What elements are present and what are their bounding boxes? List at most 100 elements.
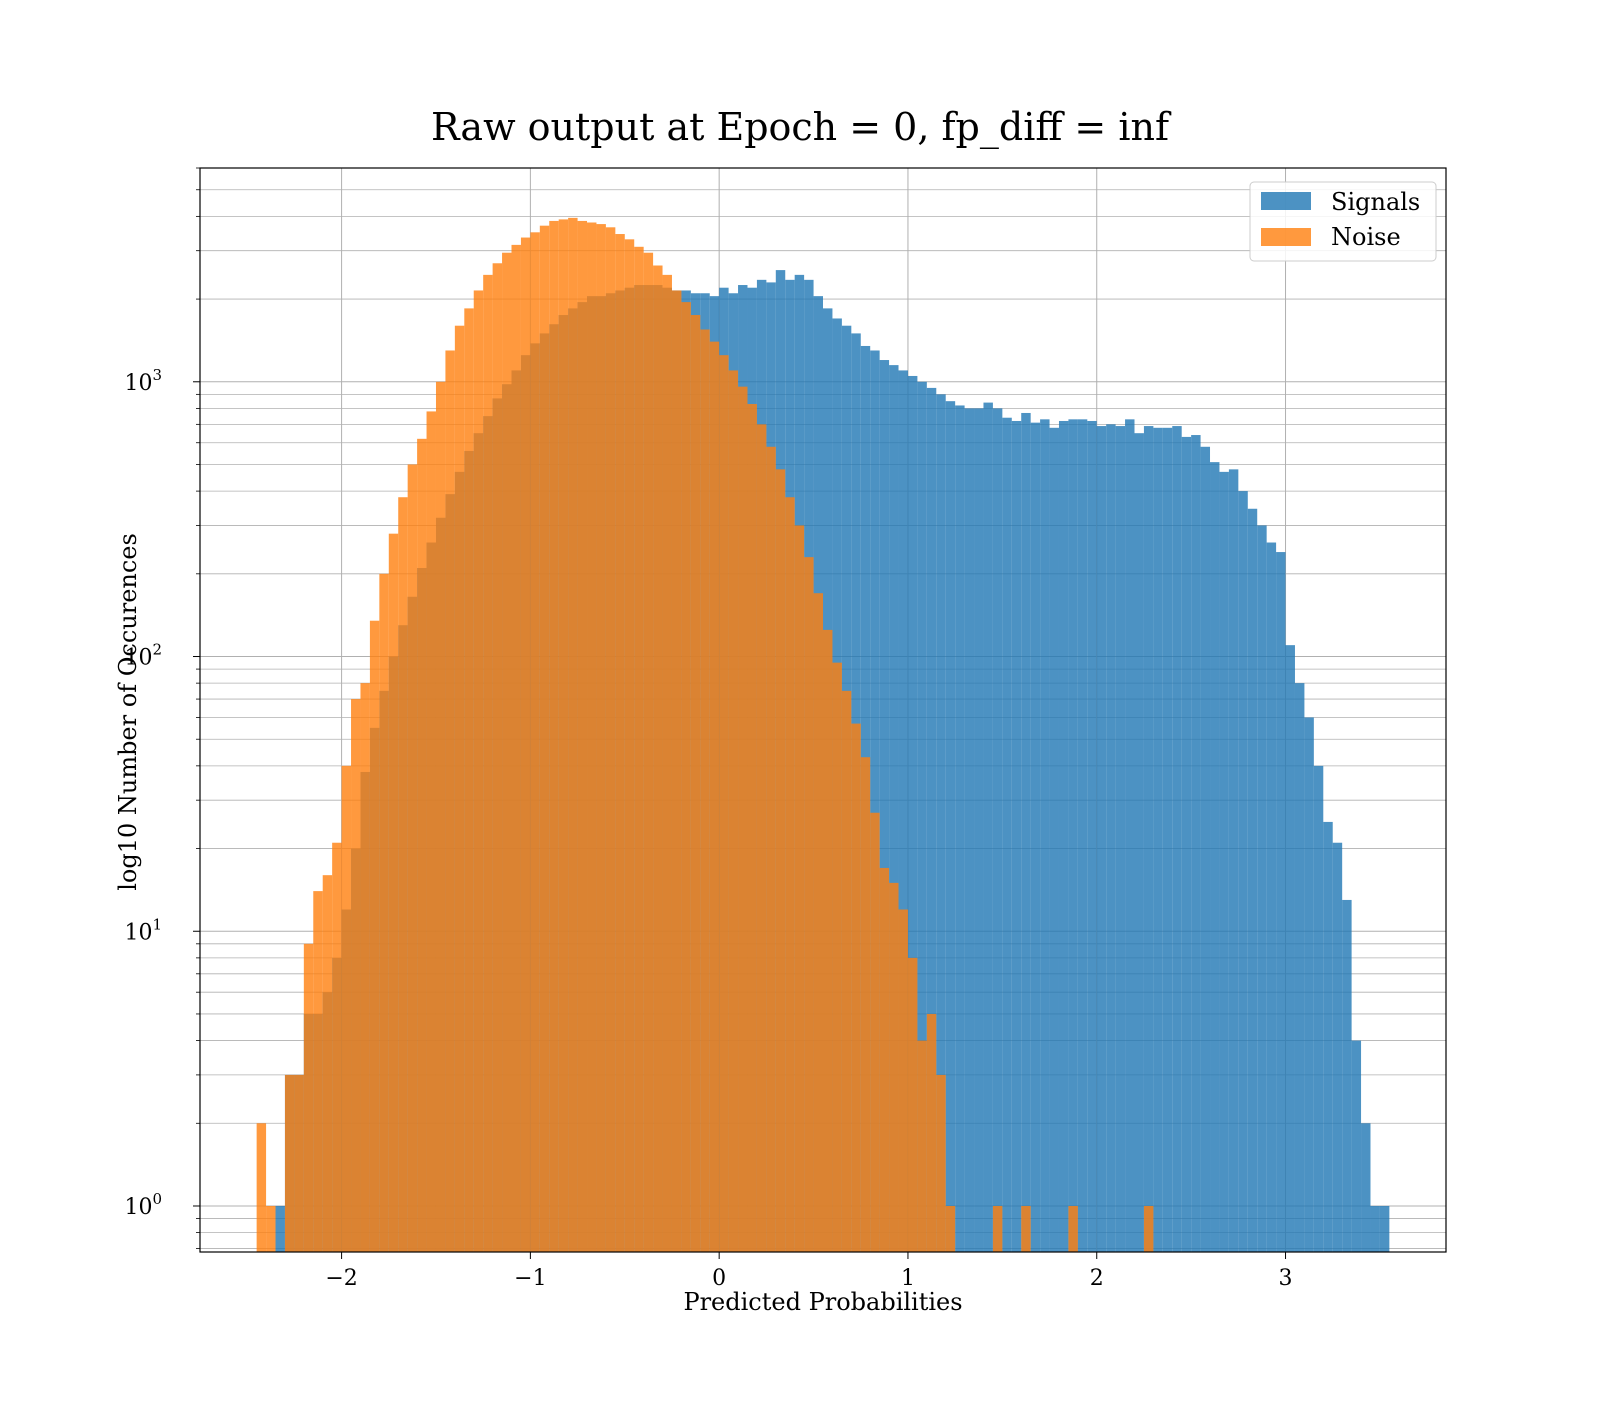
bar-signals <box>907 375 918 1252</box>
bar-noise <box>671 290 682 1252</box>
chart-title: Raw output at Epoch = 0, fp_diff = inf <box>431 105 1172 150</box>
bar-signals <box>992 408 1003 1253</box>
bar-noise <box>624 239 635 1252</box>
bar-noise <box>823 629 833 1252</box>
bar-noise <box>407 464 418 1253</box>
y-tick-label: 101 <box>124 915 162 945</box>
bar-noise <box>738 386 748 1252</box>
bar-signals <box>917 381 927 1252</box>
bar-signals <box>936 394 946 1252</box>
bar-noise <box>728 370 739 1252</box>
bar-signals <box>1238 491 1248 1252</box>
bar-noise <box>926 1013 937 1252</box>
bar-signals <box>1021 412 1031 1252</box>
bar-noise <box>520 237 531 1252</box>
x-tick-label: 3 <box>1279 1266 1293 1291</box>
bar-signals <box>926 387 937 1252</box>
bar-signals <box>275 1205 285 1252</box>
bar-noise <box>662 274 672 1252</box>
bar-noise <box>483 274 493 1252</box>
y-tick-label: 100 <box>124 1190 162 1220</box>
bar-noise <box>313 891 323 1252</box>
bar-signals <box>1219 471 1229 1252</box>
bar-signals <box>1106 424 1116 1252</box>
bar-signals <box>1285 645 1295 1252</box>
bar-noise <box>681 302 691 1252</box>
bar-noise <box>369 620 380 1252</box>
bar-signals <box>1115 426 1126 1252</box>
bar-signals <box>1162 427 1173 1253</box>
bar-noise <box>747 404 757 1253</box>
bar-signals <box>1096 426 1107 1252</box>
bar-signals <box>1068 419 1078 1252</box>
bar-noise <box>700 329 710 1252</box>
bar-noise <box>360 683 370 1252</box>
bar-signals <box>1153 427 1163 1253</box>
bar-noise <box>539 225 550 1252</box>
bar-signals <box>1210 462 1220 1252</box>
bar-noise <box>766 446 776 1252</box>
bar-noise <box>992 1205 1003 1252</box>
bar-signals <box>1323 821 1333 1252</box>
bar-noise <box>605 227 616 1253</box>
x-axis-label: Predicted Probabilities <box>683 1288 962 1316</box>
bar-noise <box>511 244 521 1253</box>
bar-signals <box>1370 1205 1380 1252</box>
bar-noise <box>870 812 880 1252</box>
bar-signals <box>1294 683 1305 1252</box>
bar-signals <box>1134 433 1144 1252</box>
y-tick-label: 102 <box>124 641 162 671</box>
bar-noise <box>1021 1205 1031 1252</box>
bar-noise <box>841 690 852 1252</box>
bar-noise <box>322 875 333 1252</box>
bar-noise <box>351 699 361 1252</box>
bar-noise <box>1143 1205 1154 1252</box>
bar-signals <box>1040 419 1050 1252</box>
bar-noise <box>256 1123 267 1252</box>
bar-noise <box>690 315 701 1252</box>
legend-label-signals: Signals <box>1331 188 1420 216</box>
bar-noise <box>473 290 484 1252</box>
bar-noise <box>577 220 588 1253</box>
bar-signals <box>1361 1123 1371 1252</box>
bar-signals <box>889 365 899 1252</box>
bar-noise <box>294 1074 304 1252</box>
bar-noise <box>266 1205 276 1252</box>
bar-noise <box>615 234 625 1252</box>
bar-signals <box>1181 436 1192 1252</box>
bar-noise <box>558 219 569 1253</box>
bar-noise <box>332 842 342 1252</box>
axis-ticks: −2 −1 0 1 2 3 100 101 102 103 <box>124 167 1293 1291</box>
bar-signals <box>1228 469 1239 1252</box>
bar-signals <box>1087 420 1097 1252</box>
legend-swatch-noise <box>1261 228 1311 246</box>
x-tick-label: 2 <box>1090 1266 1104 1291</box>
bar-noise <box>860 757 871 1252</box>
bar-signals <box>964 408 975 1253</box>
bar-noise <box>898 909 908 1252</box>
bar-signals <box>1011 420 1022 1252</box>
bar-noise <box>879 867 890 1252</box>
bar-signals <box>1077 419 1088 1252</box>
x-tick-label: 0 <box>712 1266 726 1291</box>
bar-signals <box>879 360 890 1252</box>
bar-signals <box>1304 717 1314 1252</box>
bar-signals <box>983 402 993 1252</box>
bar-noise <box>426 411 436 1252</box>
x-tick-label: −2 <box>325 1266 357 1291</box>
bar-noise <box>719 355 729 1252</box>
bar-signals <box>1125 419 1135 1252</box>
bar-noise <box>379 573 389 1252</box>
y-axis-label: log10 Number of Occurences <box>114 533 142 891</box>
bar-signals <box>1266 542 1277 1252</box>
bar-signals <box>1332 842 1343 1252</box>
x-tick-label: 1 <box>901 1266 915 1291</box>
bar-noise <box>303 943 314 1252</box>
histogram-bars <box>256 217 1390 1253</box>
bar-noise <box>917 1040 927 1252</box>
bar-signals <box>955 405 965 1252</box>
bar-noise <box>1068 1205 1078 1252</box>
bar-noise <box>398 497 408 1252</box>
bar-signals <box>1351 1040 1362 1252</box>
bar-signals <box>1257 525 1267 1252</box>
